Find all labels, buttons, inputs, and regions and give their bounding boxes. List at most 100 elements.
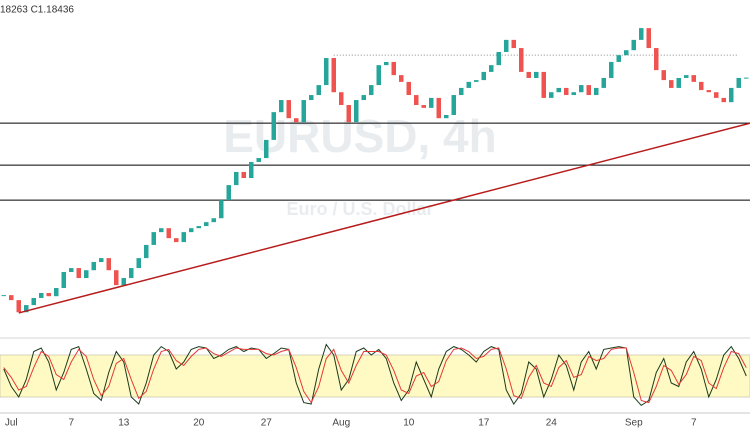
- candle: [271, 112, 276, 140]
- candle: [676, 77, 681, 88]
- candle: [39, 292, 44, 298]
- candle: [579, 85, 584, 93]
- candle: [331, 58, 336, 93]
- candle: [459, 87, 464, 96]
- candle: [166, 228, 171, 239]
- candle: [211, 218, 216, 223]
- candle: [159, 228, 164, 233]
- trendline: [18, 122, 750, 314]
- x-tick-label: 20: [193, 418, 205, 429]
- candle: [466, 81, 471, 88]
- candle: [511, 39, 516, 49]
- candle: [526, 71, 531, 78]
- candle: [369, 85, 374, 96]
- candle: [309, 95, 314, 101]
- candle: [264, 139, 269, 159]
- x-tick-label: Aug: [332, 418, 350, 429]
- candle: [339, 92, 344, 106]
- candle: [31, 297, 36, 306]
- candle: [316, 85, 321, 96]
- candle: [391, 61, 396, 76]
- candle: [76, 268, 81, 279]
- candle: [504, 39, 509, 52]
- candle: [61, 271, 66, 289]
- candle: [654, 48, 659, 71]
- candle: [219, 200, 224, 219]
- candle: [601, 77, 606, 88]
- candle: [721, 97, 726, 103]
- candle: [234, 171, 239, 186]
- candle: [586, 85, 591, 96]
- candle: [16, 300, 21, 313]
- candle: [736, 77, 741, 88]
- candle: [496, 51, 501, 66]
- candle: [249, 161, 254, 179]
- ohlc-readout: 18263 C1.18436: [0, 5, 74, 16]
- candle: [129, 268, 134, 279]
- candle: [24, 305, 29, 313]
- candle: [324, 58, 329, 86]
- candle: [114, 270, 119, 286]
- x-tick-label: 10: [403, 418, 415, 429]
- candle: [549, 92, 554, 98]
- candle: [121, 278, 126, 286]
- candle: [226, 185, 231, 201]
- candle: [594, 87, 599, 96]
- candle: [519, 48, 524, 72]
- candle: [384, 61, 389, 66]
- candle: [1, 295, 6, 297]
- candle: [714, 92, 719, 98]
- candle: [421, 105, 426, 108]
- candle: [489, 65, 494, 72]
- candle: [451, 95, 456, 115]
- x-tick-label: 17: [478, 418, 490, 429]
- candle: [354, 100, 359, 123]
- candle: [406, 81, 411, 96]
- candle: [631, 39, 636, 51]
- candle: [91, 262, 96, 271]
- candle: [699, 81, 704, 91]
- candle: [106, 258, 111, 271]
- candle: [69, 268, 74, 272]
- candle: [684, 75, 689, 78]
- x-tick-label: Sep: [625, 418, 643, 429]
- candle: [669, 80, 674, 88]
- candle: [744, 77, 749, 79]
- oscillator-line: [3, 343, 747, 407]
- candle: [571, 92, 576, 96]
- candle: [609, 61, 614, 78]
- candle: [691, 75, 696, 82]
- candle: [436, 97, 441, 119]
- candle: [706, 90, 711, 93]
- candle: [46, 292, 51, 297]
- candle: [294, 118, 299, 123]
- candle: [9, 295, 14, 301]
- candle: [136, 258, 141, 269]
- candle: [256, 158, 261, 162]
- candle: [376, 65, 381, 86]
- candle: [646, 28, 651, 49]
- candle: [399, 75, 404, 82]
- candle: [624, 50, 629, 56]
- candle: [204, 222, 209, 227]
- candle: [151, 232, 156, 245]
- candle: [534, 71, 539, 78]
- x-tick-label: 13: [118, 418, 130, 429]
- candle: [301, 100, 306, 123]
- candle: [144, 244, 149, 259]
- x-tick-label: 27: [261, 418, 273, 429]
- candle: [661, 70, 666, 81]
- candle: [279, 100, 284, 113]
- x-tick-label: Jul: [5, 418, 18, 429]
- x-tick-label: 7: [691, 418, 697, 429]
- candle: [346, 105, 351, 123]
- candle: [196, 226, 201, 229]
- candle: [729, 87, 734, 103]
- x-tick-label: 7: [68, 418, 74, 429]
- candle: [429, 97, 434, 108]
- candle: [474, 80, 479, 82]
- watermark: EURUSD, 4h: [223, 110, 496, 162]
- watermark-subtitle: Euro / U.S. Dollar: [286, 199, 433, 219]
- candle: [99, 258, 104, 263]
